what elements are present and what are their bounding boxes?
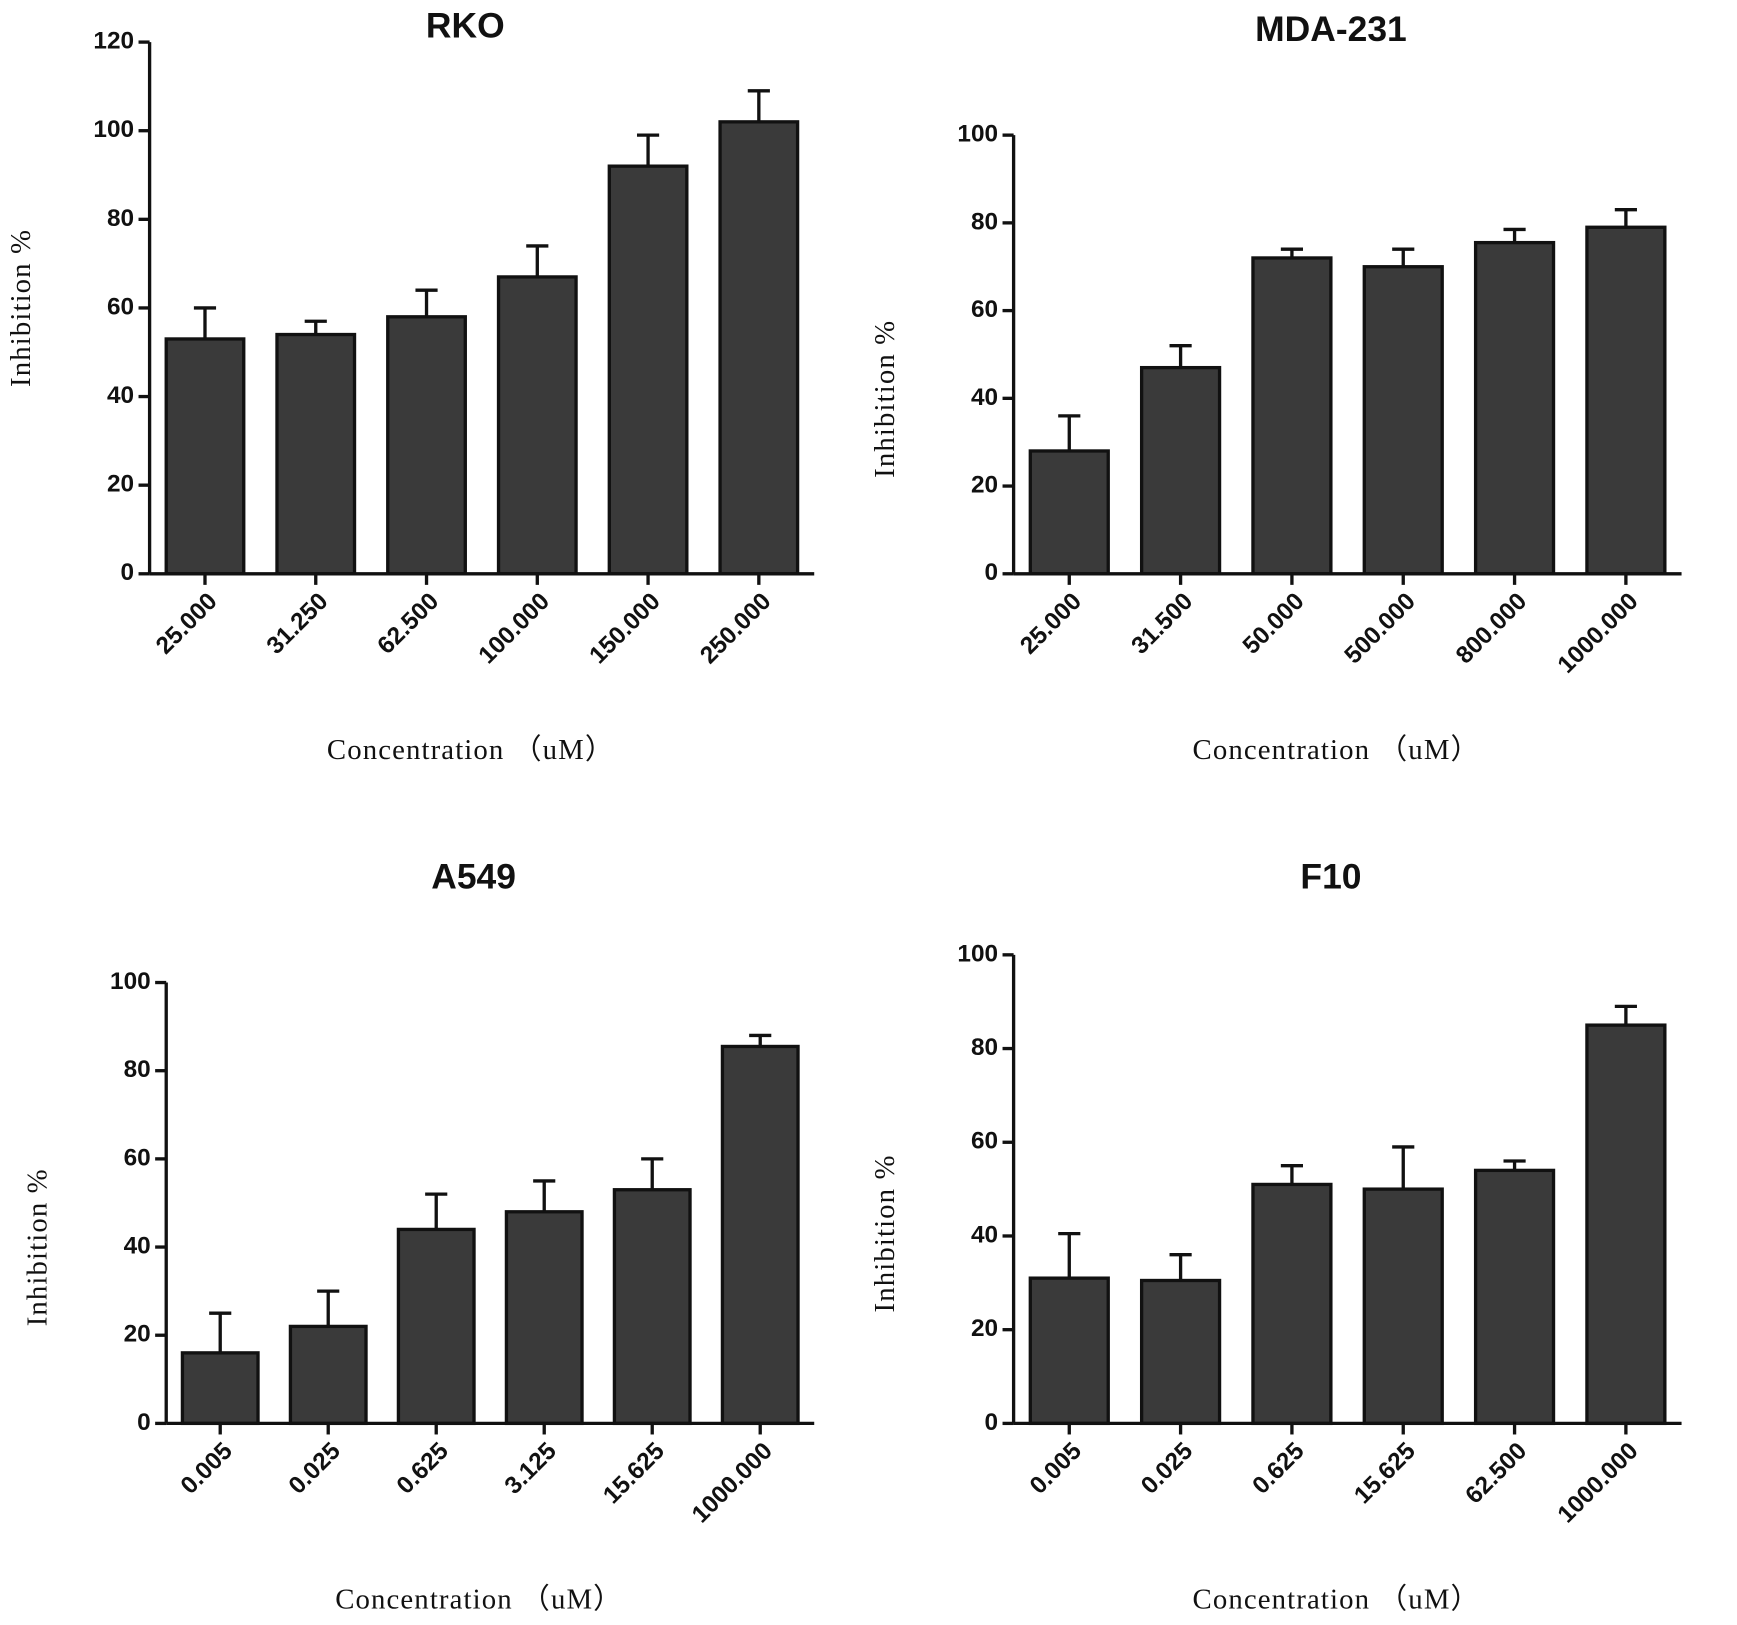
y-tick-label: 80 [971, 208, 998, 235]
y-axis-label: Inhibition % [869, 1154, 901, 1312]
x-tick-label: 25.000 [151, 588, 223, 660]
y-tick-label: 40 [107, 382, 134, 409]
x-axis-label: Concentration （uM） [335, 1583, 623, 1615]
bar [1473, 240, 1556, 576]
y-tick-label: 20 [971, 1315, 998, 1342]
x-axis-label: Concentration （uM） [1193, 734, 1481, 766]
bar [164, 337, 246, 576]
x-tick-label: 62.500 [1460, 1437, 1532, 1509]
y-tick-label: 0 [121, 559, 135, 586]
bar [1585, 225, 1667, 576]
y-tick-label: 0 [985, 1409, 999, 1436]
bar [504, 1210, 584, 1426]
x-tick-label: 0.005 [1025, 1437, 1087, 1499]
bar [1139, 1278, 1222, 1426]
x-tick-label: 31.500 [1126, 588, 1198, 660]
bar [1585, 1023, 1667, 1426]
y-tick-label: 60 [971, 1128, 998, 1155]
y-axis-label: Inhibition % [869, 320, 901, 478]
bar [1473, 1168, 1556, 1426]
y-tick-label: 100 [93, 116, 134, 143]
x-tick-label: 31.250 [262, 588, 334, 660]
y-axis-label: Inhibition % [5, 229, 37, 387]
chart-title: A549 [431, 856, 516, 896]
bar [612, 1188, 692, 1426]
x-tick-label: 0.025 [1136, 1437, 1198, 1499]
y-tick-label: 120 [93, 28, 134, 55]
x-tick-label: 62.500 [372, 588, 444, 660]
bar [396, 1227, 476, 1426]
x-tick-label: 0.025 [284, 1437, 346, 1499]
bar [1251, 256, 1333, 576]
x-tick-label: 15.625 [1349, 1437, 1421, 1509]
x-tick-label: 1000.000 [1553, 1437, 1644, 1528]
bar [180, 1351, 260, 1426]
bar [720, 1044, 800, 1426]
y-tick-label: 80 [124, 1056, 151, 1083]
y-tick-label: 0 [137, 1409, 151, 1436]
bar [718, 120, 800, 576]
y-tick-label: 60 [124, 1144, 151, 1171]
x-axis-label: Concentration （uM） [1193, 1583, 1481, 1615]
y-tick-label: 20 [107, 471, 134, 498]
bar [1139, 365, 1222, 576]
y-tick-label: 0 [985, 559, 999, 586]
y-tick-label: 40 [124, 1232, 151, 1259]
chart-title: RKO [426, 6, 505, 46]
x-tick-label: 1000.000 [1553, 588, 1644, 679]
x-tick-label: 0.005 [176, 1437, 238, 1499]
y-tick-label: 100 [110, 968, 151, 995]
bar [496, 275, 578, 576]
x-tick-label: 0.625 [392, 1437, 454, 1499]
bar [288, 1324, 368, 1426]
y-tick-label: 20 [124, 1321, 151, 1348]
y-tick-label: 40 [971, 384, 998, 411]
bar [1362, 265, 1444, 576]
x-tick-label: 50.000 [1238, 588, 1310, 660]
x-tick-label: 250.000 [695, 588, 776, 669]
y-tick-label: 20 [971, 471, 998, 498]
y-axis-label: Inhibition % [22, 1168, 54, 1326]
y-tick-label: 80 [107, 205, 134, 232]
bar [607, 164, 689, 576]
y-tick-label: 100 [957, 121, 998, 148]
x-tick-label: 500.000 [1340, 588, 1421, 669]
x-tick-label: 25.000 [1015, 588, 1087, 660]
x-tick-label: 0.625 [1247, 1437, 1309, 1499]
x-tick-label: 800.000 [1451, 588, 1532, 669]
y-tick-label: 60 [107, 293, 134, 320]
bar [386, 315, 467, 576]
x-tick-label: 1000.000 [687, 1437, 778, 1528]
bar [1028, 449, 1110, 576]
y-tick-label: 60 [971, 296, 998, 323]
y-tick-label: 80 [971, 1034, 998, 1061]
x-tick-label: 100.000 [474, 588, 555, 669]
bar [1028, 1276, 1110, 1426]
bar [1362, 1187, 1444, 1426]
bar [1251, 1182, 1333, 1426]
y-tick-label: 40 [971, 1221, 998, 1248]
chart-title: F10 [1300, 856, 1361, 896]
chart-title: MDA-231 [1255, 9, 1407, 49]
x-axis-label: Concentration （uM） [327, 734, 615, 766]
x-tick-label: 150.000 [584, 588, 665, 669]
y-tick-label: 100 [957, 940, 998, 967]
bar [275, 332, 357, 576]
x-tick-label: 3.125 [500, 1437, 562, 1499]
x-tick-label: 15.625 [598, 1437, 670, 1509]
